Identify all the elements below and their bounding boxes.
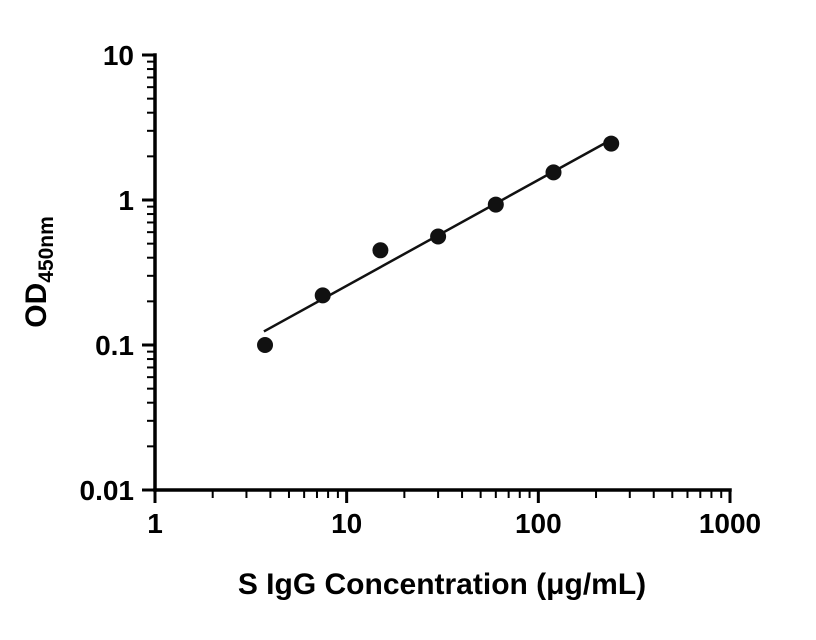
x-tick-label: 1000 bbox=[699, 508, 761, 539]
data-point bbox=[314, 287, 331, 304]
chart-points-group bbox=[257, 135, 620, 353]
y-axis-title: OD450nm bbox=[20, 216, 58, 328]
x-tick-label: 100 bbox=[515, 508, 562, 539]
y-axis-title-main: OD bbox=[20, 283, 53, 328]
chart-tick-labels-group: 1 10 100 1000 0.01 0.1 1 10 bbox=[80, 40, 762, 539]
y-tick-label: 0.01 bbox=[80, 475, 135, 506]
data-point bbox=[487, 196, 504, 213]
data-point bbox=[257, 337, 274, 353]
chart-axes-group bbox=[142, 53, 732, 503]
data-point bbox=[545, 164, 562, 181]
x-tick-label: 10 bbox=[331, 508, 362, 539]
data-point bbox=[430, 228, 447, 245]
y-axis-title-subscript: 450nm bbox=[35, 216, 58, 283]
y-tick-label: 1 bbox=[118, 185, 134, 216]
data-point bbox=[372, 242, 389, 259]
x-tick-label: 1 bbox=[147, 508, 163, 539]
y-tick-label: 0.1 bbox=[95, 330, 134, 361]
y-tick-label: 10 bbox=[103, 40, 134, 71]
x-axis-title: S IgG Concentration (μg/mL) bbox=[238, 568, 646, 601]
data-point bbox=[603, 135, 620, 152]
